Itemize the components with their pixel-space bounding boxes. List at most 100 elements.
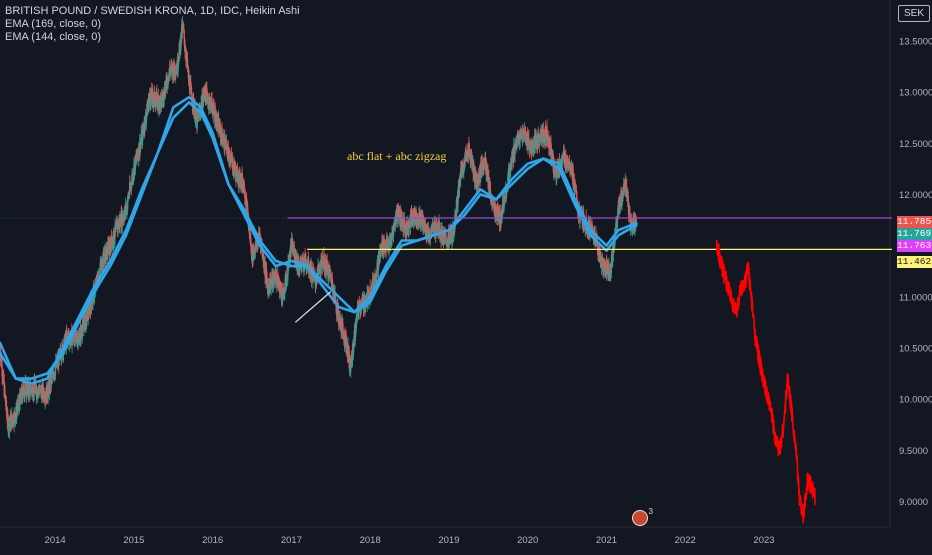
candle-body: [565, 154, 567, 167]
candle-body: [113, 228, 115, 241]
candle-body: [321, 256, 324, 262]
candle-body: [162, 91, 165, 102]
candle-body: [616, 227, 618, 229]
candle-body: [307, 255, 310, 271]
candle-body: [77, 341, 79, 346]
candle-body: [149, 92, 151, 98]
candle-body: [373, 279, 375, 289]
candle-body: [4, 385, 6, 394]
candle-body: [508, 166, 510, 182]
ema-169-line: [0, 101, 638, 385]
candle-body: [30, 391, 32, 394]
x-tick-label: 2023: [753, 535, 774, 546]
candle-body: [616, 220, 619, 228]
currency-unit-button[interactable]: SEK: [898, 5, 930, 22]
candle-body: [110, 236, 113, 249]
candle-body: [293, 248, 296, 261]
candle-body: [345, 335, 347, 350]
chart-legend: BRITISH POUND / SWEDISH KRONA, 1D, IDC, …: [5, 5, 300, 44]
candle-body: [458, 180, 460, 196]
candle-body: [54, 367, 57, 376]
candle-body: [121, 214, 124, 226]
candle-body: [233, 160, 236, 169]
event-count: 3: [648, 507, 653, 516]
trend-line: [294, 291, 332, 323]
candle-body: [490, 195, 493, 204]
candle-body: [186, 58, 189, 68]
candle-body: [36, 388, 38, 397]
x-tick-label: 2016: [202, 535, 223, 546]
candle-body: [134, 156, 137, 171]
candle-body: [342, 323, 344, 331]
candle-body: [205, 88, 208, 103]
candle-body: [51, 373, 54, 378]
candle-body: [168, 72, 170, 75]
candle-body: [369, 287, 371, 300]
candle-body: [525, 140, 527, 142]
candle-body: [115, 226, 117, 228]
candle-body: [455, 209, 457, 218]
candle-body: [190, 86, 193, 95]
wave-annotation[interactable]: abc flat + abc zigzag: [347, 149, 447, 163]
candle-body: [236, 169, 238, 178]
candle-body: [615, 218, 618, 228]
candle-body: [382, 238, 384, 253]
candle-body: [513, 145, 515, 158]
candle-body: [181, 23, 184, 33]
ema-144-label[interactable]: EMA (144, close, 0): [5, 31, 101, 43]
candle-body: [146, 107, 149, 116]
candle-body: [502, 197, 505, 205]
candle-body: [404, 219, 406, 227]
candle-body: [250, 238, 252, 247]
price-label: 11.7693: [897, 228, 932, 240]
candle-body: [229, 158, 232, 163]
ema-169-label[interactable]: EMA (169, close, 0): [5, 18, 101, 30]
candle-body: [5, 399, 8, 410]
events-icon[interactable]: 3: [632, 507, 653, 526]
candle-body: [266, 276, 268, 283]
candle-body: [154, 92, 156, 104]
candle-body: [471, 166, 473, 170]
candle-body: [227, 151, 229, 157]
candle-body: [622, 191, 624, 198]
candle-body: [312, 277, 314, 283]
symbol-title[interactable]: BRITISH POUND / SWEDISH KRONA, 1D, IDC, …: [5, 5, 300, 17]
candle-body: [13, 412, 15, 425]
candle-body: [555, 167, 557, 178]
candle-body: [591, 226, 593, 230]
candle-body: [475, 173, 477, 180]
candle-body: [175, 70, 177, 75]
candle-body: [71, 338, 73, 346]
x-tick-label: 2018: [360, 535, 381, 546]
price-label: 11.7850: [897, 216, 932, 228]
candle-body: [521, 131, 524, 142]
x-tick-label: 2022: [675, 535, 696, 546]
candle-body: [514, 142, 516, 156]
candle-body: [2, 372, 5, 383]
candle-body: [596, 236, 598, 242]
candle-body: [492, 198, 494, 203]
candle-body: [144, 116, 146, 130]
candle-body: [507, 173, 509, 188]
candle-body: [327, 267, 330, 280]
candle-body: [417, 223, 420, 226]
candle-body: [477, 174, 480, 184]
y-tick-label: 10.0000: [899, 395, 932, 406]
candle-body: [21, 389, 23, 396]
x-tick-label: 2021: [596, 535, 617, 546]
x-tick-label: 2020: [517, 535, 538, 546]
y-tick-label: 9.0000: [899, 497, 928, 508]
candle-body: [174, 65, 176, 74]
candle-body: [136, 148, 138, 156]
candle-body: [35, 381, 37, 387]
candle-body: [541, 129, 544, 135]
candle-body: [239, 170, 241, 184]
y-tick-label: 12.0000: [899, 190, 932, 201]
candle-body: [198, 110, 200, 121]
candle-body: [554, 166, 556, 171]
candle-body: [11, 414, 13, 420]
candle-body: [231, 158, 234, 171]
candle-body: [396, 207, 399, 221]
